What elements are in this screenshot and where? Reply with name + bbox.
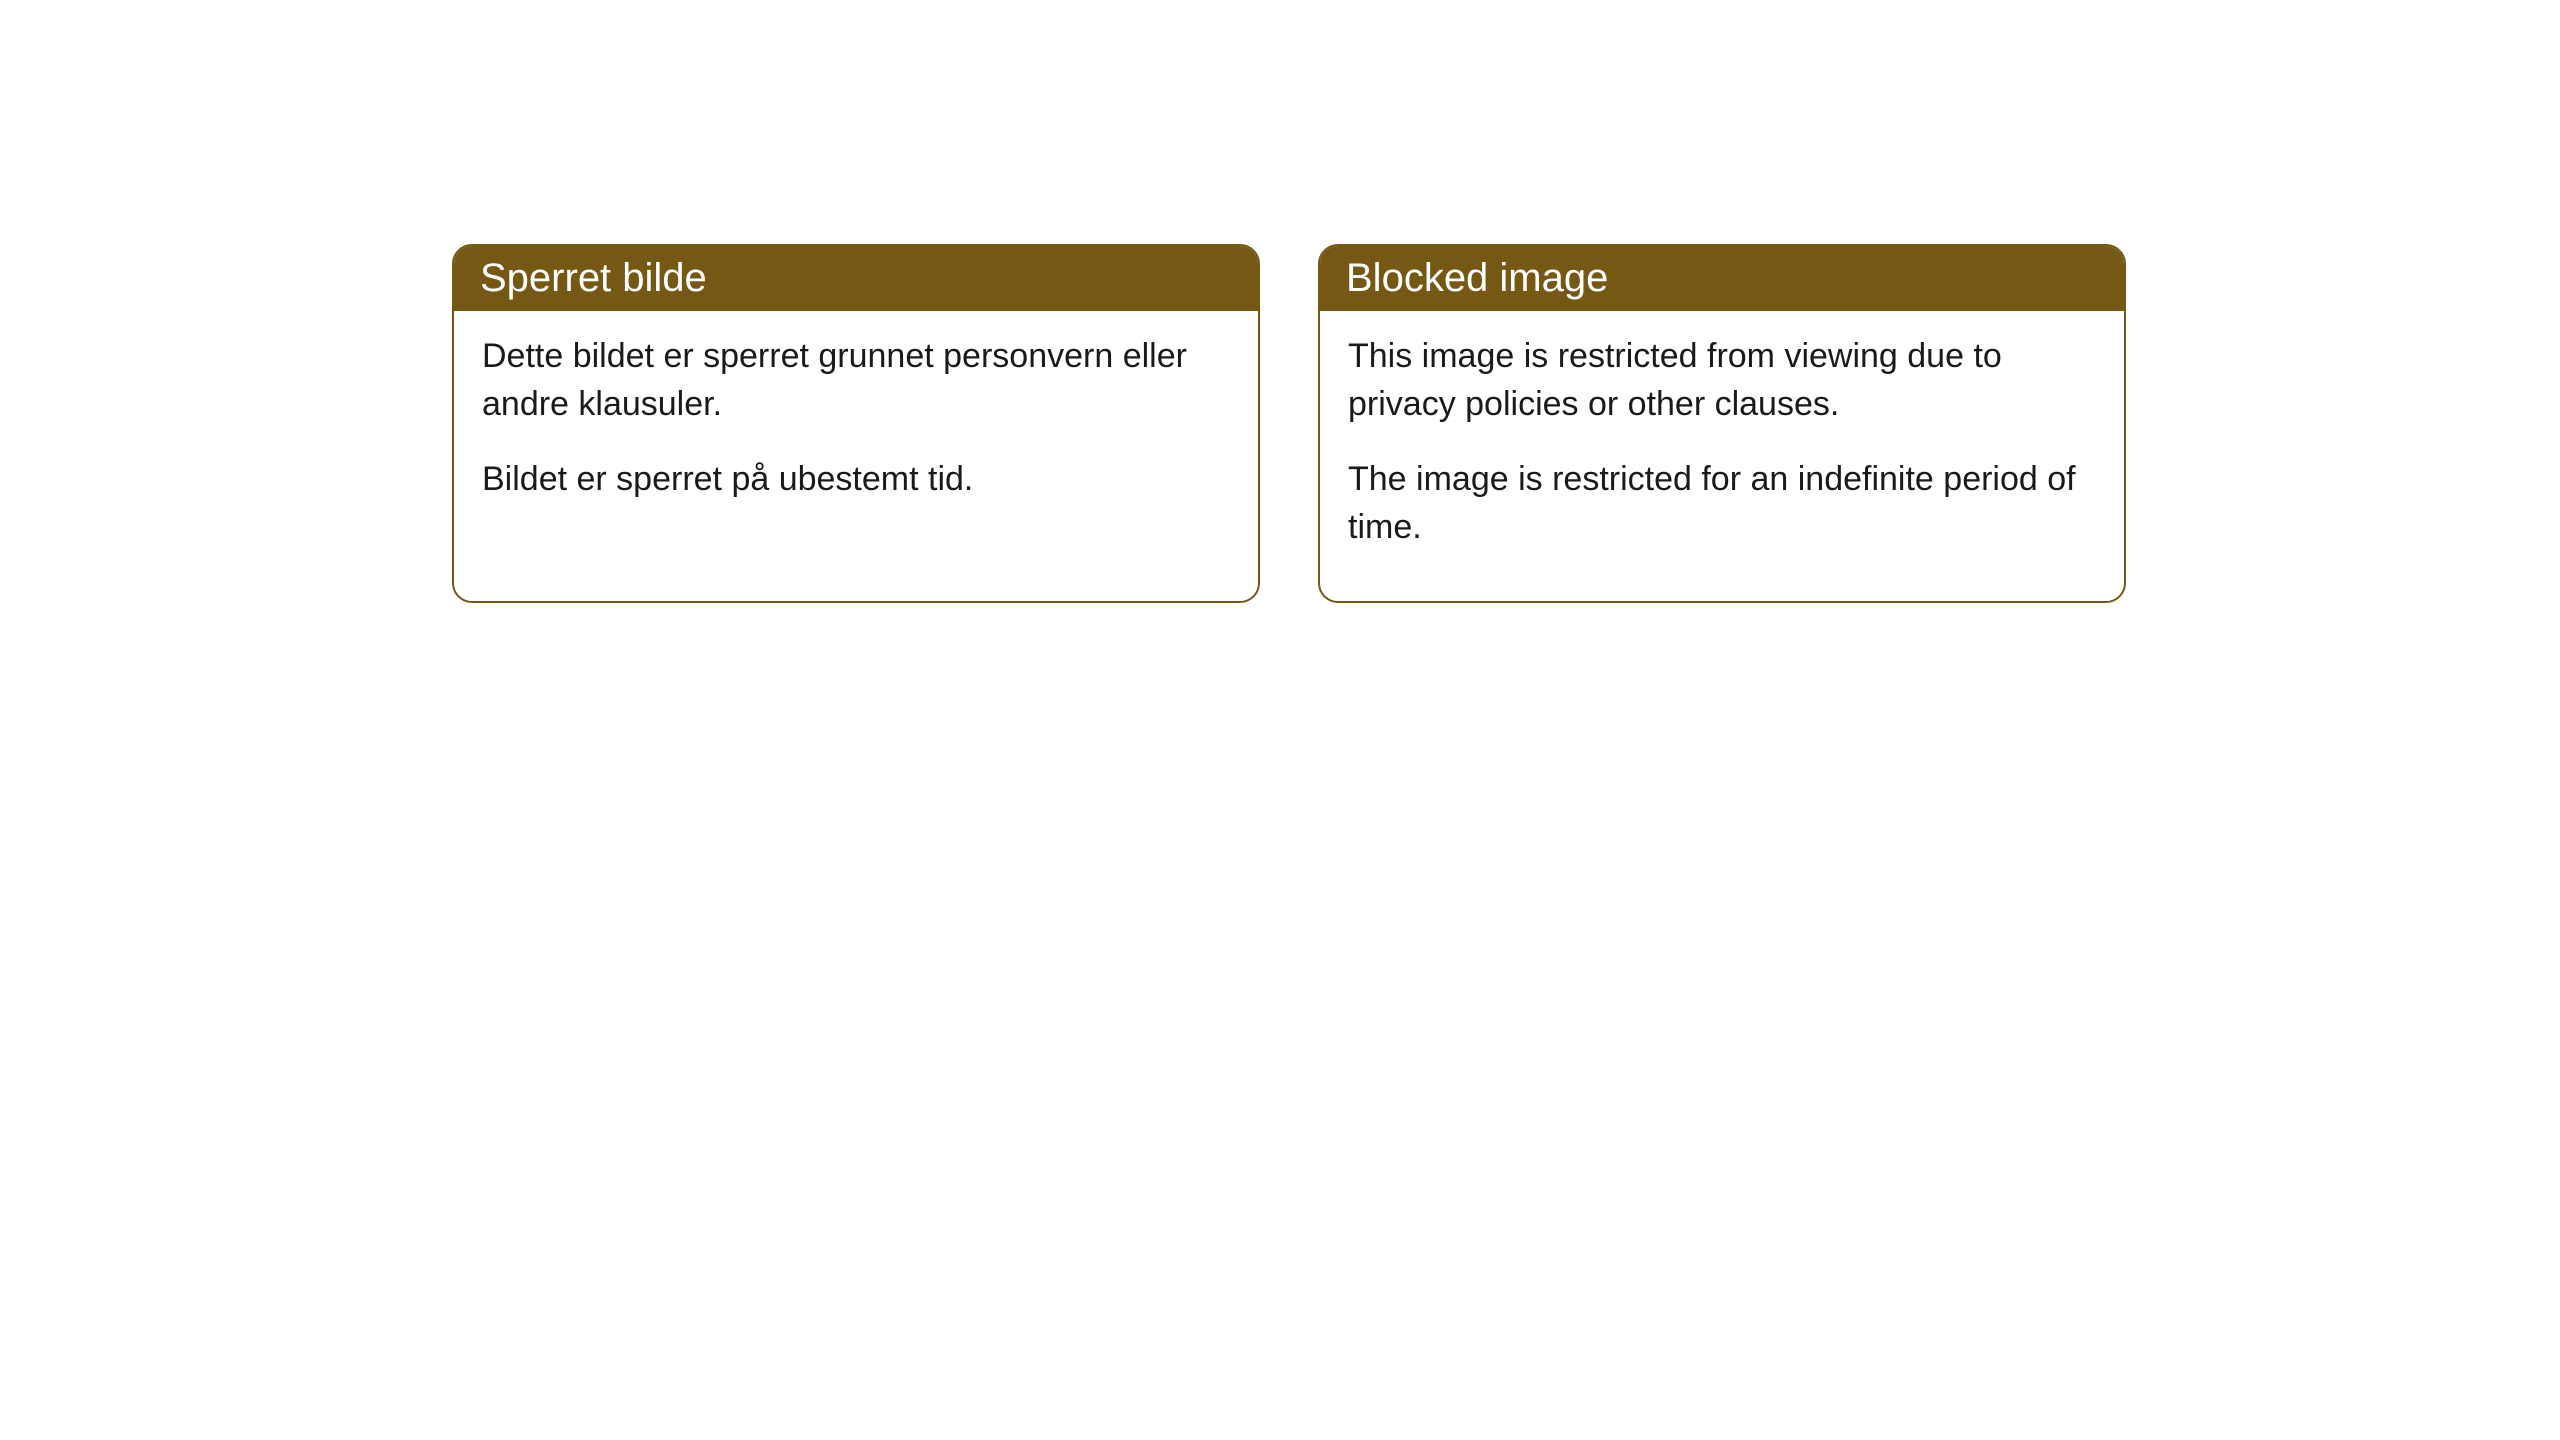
card-paragraph-2-norwegian: Bildet er sperret på ubestemt tid.	[482, 456, 1230, 504]
card-header-english: Blocked image	[1320, 246, 2124, 311]
card-body-english: This image is restricted from viewing du…	[1320, 311, 2124, 601]
card-body-norwegian: Dette bildet er sperret grunnet personve…	[454, 311, 1258, 554]
card-paragraph-1-norwegian: Dette bildet er sperret grunnet personve…	[482, 333, 1230, 428]
card-title-norwegian: Sperret bilde	[480, 256, 707, 300]
blocked-image-card-english: Blocked image This image is restricted f…	[1318, 244, 2126, 603]
card-paragraph-1-english: This image is restricted from viewing du…	[1348, 333, 2096, 428]
card-title-english: Blocked image	[1346, 256, 1608, 300]
blocked-image-card-norwegian: Sperret bilde Dette bildet er sperret gr…	[452, 244, 1260, 603]
card-header-norwegian: Sperret bilde	[454, 246, 1258, 311]
cards-container: Sperret bilde Dette bildet er sperret gr…	[0, 0, 2560, 603]
card-paragraph-2-english: The image is restricted for an indefinit…	[1348, 456, 2096, 551]
